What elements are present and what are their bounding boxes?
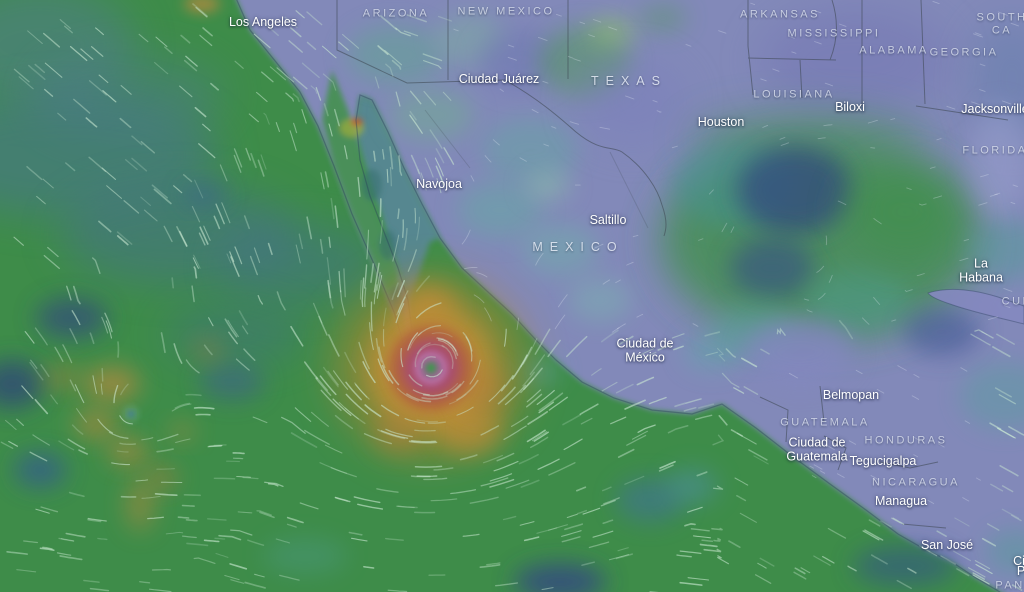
hurricane-eye [425, 362, 437, 374]
pacific-coastline [236, 0, 1001, 592]
caribbean-patches [853, 18, 1024, 586]
storm-eye [127, 410, 135, 418]
cuba-landmass [927, 288, 1024, 325]
hurricane-marker [333, 276, 529, 460]
land-wind-patches [184, 0, 950, 384]
gulf-of-california [356, 95, 440, 330]
gulf-of-mexico [660, 112, 980, 386]
tropical-storm-marker [42, 340, 224, 531]
state-borders [336, 0, 1009, 529]
